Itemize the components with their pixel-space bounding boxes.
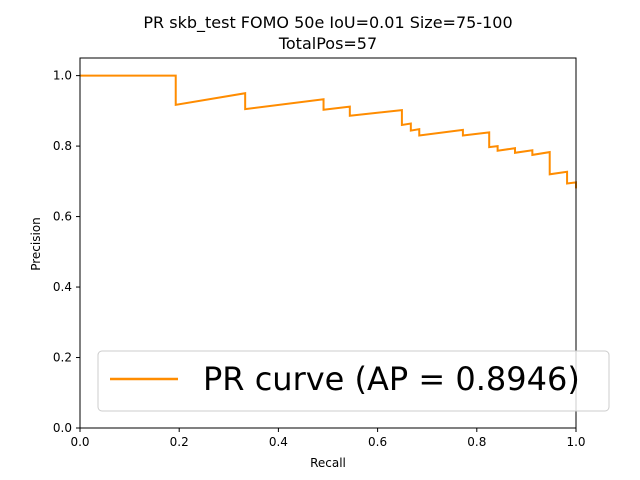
x-tick-label: 0.6 [368,435,387,449]
y-axis-label: Precision [29,217,43,271]
legend: PR curve (AP = 0.8946) [97,350,610,412]
chart-title-line2: TotalPos=57 [278,34,377,53]
legend-label: PR curve (AP = 0.8946) [203,360,580,398]
y-tick-label: 0.8 [53,139,72,153]
series-layer [80,74,577,189]
y-axis-ticks: 0.0 0.2 0.4 0.6 0.8 1.0 [53,69,80,435]
x-tick-label: 0.0 [70,435,89,449]
y-tick-label: 0.2 [53,351,72,365]
x-tick-label: 0.2 [170,435,189,449]
x-axis-label: Recall [310,456,346,470]
y-tick-label: 0.0 [53,421,72,435]
x-tick-label: 1.0 [566,435,585,449]
chart-title-line1: PR skb_test FOMO 50e IoU=0.01 Size=75-10… [143,13,512,33]
x-tick-label: 0.4 [269,435,288,449]
legend-box [97,350,610,412]
y-tick-label: 0.4 [53,280,72,294]
x-tick-label: 0.8 [467,435,486,449]
plot-frame [79,57,577,429]
y-tick-label: 1.0 [53,69,72,83]
x-axis-ticks: 0.0 0.2 0.4 0.6 0.8 1.0 [70,428,586,449]
y-tick-label: 0.6 [53,210,72,224]
pr-curve-line [80,74,577,189]
